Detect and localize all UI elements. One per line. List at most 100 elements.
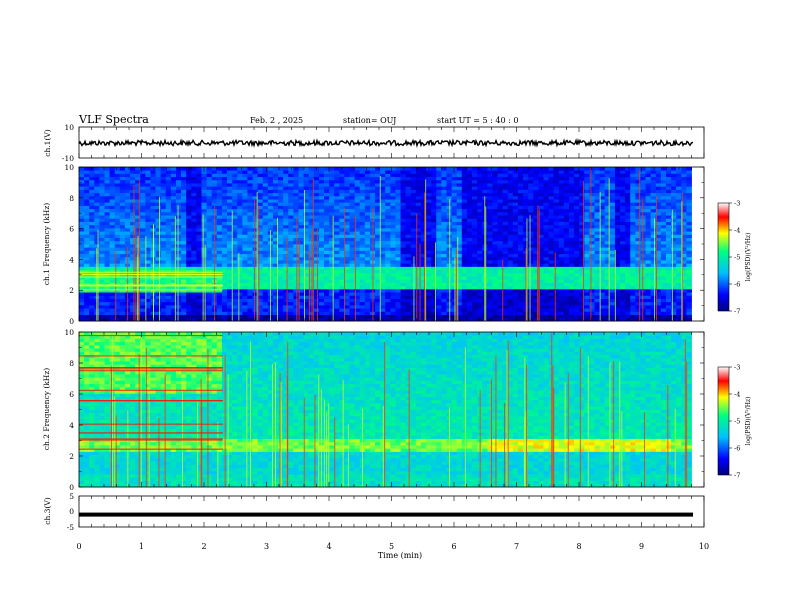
spectrogram-cell — [390, 192, 396, 197]
spectrogram-cell — [191, 263, 197, 267]
spectrogram-cell — [130, 192, 136, 197]
spectrogram-cell — [339, 253, 345, 258]
spectrogram-cell — [533, 292, 539, 296]
spectrogram-cell — [221, 221, 228, 226]
spectrogram-cell — [528, 301, 534, 306]
spectrogram-cell — [84, 199, 90, 203]
spectrogram-cell — [109, 215, 116, 219]
spectrogram-cell — [553, 311, 560, 315]
spectrogram-cell — [308, 205, 315, 210]
spectrogram-cell — [252, 314, 259, 319]
spectrogram-cell — [461, 279, 468, 283]
spectrogram-cell — [145, 298, 151, 303]
spectrogram-cell — [436, 314, 442, 319]
spectrogram-cell — [145, 292, 151, 296]
spectrogram-cell — [375, 208, 381, 213]
spectrogram-cell — [604, 205, 611, 210]
spectrogram-cell — [262, 314, 269, 319]
spectrogram-cell — [487, 260, 493, 264]
spectrogram-cell — [257, 266, 264, 271]
spectrogram-cell — [181, 292, 187, 296]
spectrogram-cell — [548, 231, 555, 235]
spectrogram-cell — [221, 167, 228, 171]
spectrogram-cell — [512, 167, 519, 171]
spectrogram-cell — [594, 256, 601, 261]
spectrogram-cell — [318, 308, 325, 312]
spectrogram-cell — [186, 298, 192, 303]
spectrogram-cell — [461, 221, 468, 226]
spectrogram-cell — [574, 211, 580, 216]
spectrogram-cell — [114, 202, 121, 206]
spectrogram-cell — [497, 317, 504, 322]
spectrogram-cell — [262, 167, 269, 171]
spectrogram-cell — [569, 317, 575, 322]
spectrogram-cell — [79, 285, 85, 290]
spectrogram-cell — [257, 276, 264, 280]
spectrogram-cell — [441, 224, 447, 229]
spectrogram-cell — [308, 260, 315, 264]
spectrogram-cell — [237, 176, 243, 181]
spectrogram-cell — [466, 308, 473, 312]
spectrogram-cell — [191, 215, 197, 219]
spectrogram-cell — [114, 282, 121, 287]
spectrogram-cell — [502, 282, 509, 287]
spectrogram-cell — [232, 215, 238, 219]
spectrogram-cell — [523, 199, 529, 203]
spectrogram-cell — [538, 202, 544, 206]
spectrogram-cell — [206, 285, 213, 290]
spectrogram-cell — [543, 205, 549, 210]
spectrogram-cell — [104, 256, 111, 261]
spectrogram-cell — [390, 231, 396, 235]
spectrogram-cell — [569, 292, 575, 296]
spectrogram-cell — [599, 211, 606, 216]
spectrogram-cell — [461, 183, 468, 187]
spectrogram-cell — [594, 317, 601, 322]
spectrogram-cell — [104, 231, 111, 235]
spectrogram-cell — [206, 186, 213, 190]
spectrogram-cell — [79, 304, 85, 309]
spectrogram-cell — [359, 183, 366, 187]
spectrogram-cell — [594, 208, 601, 213]
spectrogram-cell — [395, 247, 401, 251]
spectrogram-cell — [395, 167, 401, 171]
spectrogram-cell — [298, 298, 304, 303]
spectrogram-cell — [517, 256, 524, 261]
spectrogram-cell — [558, 250, 565, 255]
spectrogram-cell — [135, 224, 141, 229]
spectrogram-cell — [298, 288, 304, 293]
spectrogram-cell — [415, 224, 422, 229]
spectrogram-cell — [502, 167, 509, 171]
spectrogram-cell — [242, 231, 248, 235]
spectrogram-cell — [584, 167, 590, 171]
spectrogram-cell — [375, 247, 381, 251]
spectrogram-cell — [119, 186, 126, 190]
spectrogram-cell — [517, 189, 524, 194]
spectrogram-cell — [206, 202, 213, 206]
spectrogram-cell — [431, 266, 437, 271]
spectrogram-cell — [528, 224, 534, 229]
spectrogram-cell — [426, 205, 432, 210]
spectrogram-cell — [543, 183, 549, 187]
spectrogram-cell — [252, 237, 259, 242]
spectrogram-cell — [94, 227, 100, 232]
spectrogram-cell — [548, 250, 555, 255]
spectrogram-cell — [410, 224, 417, 229]
spectrogram-cell — [181, 263, 187, 267]
spectrogram-cell — [497, 215, 504, 219]
spectrogram-cell — [119, 244, 126, 248]
spectrogram-cell — [334, 176, 340, 181]
spectrogram-cell — [563, 256, 570, 261]
spectrogram-cell — [563, 192, 570, 197]
spectrogram-cell — [237, 256, 243, 261]
spectrogram-cell — [109, 179, 116, 184]
spectrogram-cell — [354, 167, 361, 171]
spectrogram-cell — [492, 263, 498, 267]
spectrogram-cell — [221, 311, 228, 315]
spectrogram-cell — [283, 308, 289, 312]
spectrogram-cell — [487, 205, 493, 210]
spectrogram-cell — [558, 260, 565, 264]
spectrogram-cell — [420, 288, 427, 293]
spectrogram-cell — [170, 215, 177, 219]
spectrogram-cell — [191, 292, 197, 296]
spectrogram-cell — [466, 170, 473, 174]
